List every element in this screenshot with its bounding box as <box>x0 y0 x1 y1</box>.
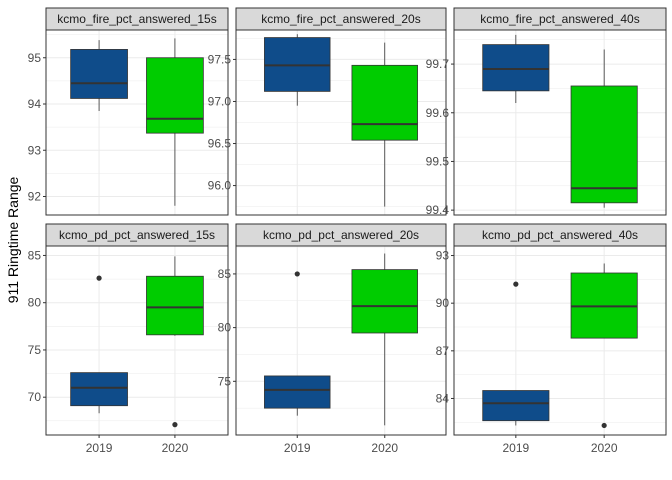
panel-border <box>453 29 667 216</box>
y-tick-label: 93 <box>28 143 42 157</box>
outlier-point <box>172 422 178 428</box>
box-iqr <box>146 275 204 336</box>
y-axis-title: 911 Ringtime Range <box>5 176 21 303</box>
box-iqr <box>70 49 128 99</box>
panel-border <box>453 245 667 436</box>
facet-panel: kcmo_pd_pct_answered_15s 70 75 80 85 2019 2020 <box>28 223 229 455</box>
boxplot-2020 <box>351 42 418 207</box>
x-tick-label: 2019 <box>284 441 311 455</box>
y-tick-label: 99.5 <box>426 154 450 168</box>
y-tick-label: 75 <box>28 343 42 357</box>
panel-border <box>235 245 447 436</box>
y-tick-label: 94 <box>28 97 42 111</box>
box-iqr <box>351 269 418 334</box>
panel-border <box>45 29 229 216</box>
facet-panel: kcmo_pd_pct_answered_40s 84 87 90 93 2019 2020 <box>436 223 667 455</box>
y-tick-label: 70 <box>28 390 42 404</box>
y-tick-label: 87 <box>436 344 450 358</box>
y-tick-label: 96.0 <box>208 179 232 193</box>
y-tick-label: 84 <box>436 391 450 405</box>
boxplot-2019 <box>264 271 331 416</box>
x-tick-label: 2020 <box>591 441 618 455</box>
y-tick-label: 96.5 <box>208 137 232 151</box>
y-tick-label: 99.6 <box>426 106 450 120</box>
outlier-point <box>513 281 519 287</box>
box-iqr <box>351 64 418 141</box>
facet-panel: kcmo_pd_pct_answered_20s 75 80 85 2019 2020 <box>218 223 447 455</box>
y-tick-label: 97.5 <box>208 52 232 66</box>
box-iqr <box>70 372 128 407</box>
facet-panel: kcmo_fire_pct_answered_40s 99.4 99.5 99.6 99… <box>426 7 667 217</box>
box-iqr <box>264 375 331 409</box>
y-tick-label: 97.0 <box>208 94 232 108</box>
y-tick-label: 99.7 <box>426 57 450 71</box>
y-tick-label: 99.4 <box>426 203 450 217</box>
boxplot-2019 <box>482 34 550 104</box>
x-tick-label: 2019 <box>502 441 529 455</box>
x-tick-label: 2020 <box>162 441 189 455</box>
facet-panel: kcmo_fire_pct_answered_20s 96.0 96.5 97.0 97… <box>208 7 447 216</box>
y-tick-label: 85 <box>28 248 42 262</box>
y-tick-label: 92 <box>28 190 42 204</box>
box-iqr <box>482 44 550 92</box>
x-tick-label: 2019 <box>86 441 113 455</box>
facet-panels: kcmo_fire_pct_answered_15s92939495kcmo_f… <box>28 7 667 455</box>
boxplot-2019 <box>264 34 331 106</box>
outlier-point <box>294 271 300 277</box>
boxplot-2019 <box>70 40 128 111</box>
facet-panel: kcmo_fire_pct_answered_15s 92 93 94 95 <box>28 7 229 216</box>
plot-background <box>46 246 228 435</box>
box-iqr <box>146 57 204 134</box>
facet-title: kcmo_fire_pct_answered_20s <box>261 12 420 26</box>
y-tick-label: 80 <box>28 296 42 310</box>
boxplot-2020 <box>146 38 204 206</box>
y-tick-label: 93 <box>436 249 450 263</box>
outlier-point <box>96 275 102 281</box>
panel-border <box>45 245 229 436</box>
facet-title: kcmo_fire_pct_answered_40s <box>480 12 639 26</box>
box-iqr <box>482 390 550 422</box>
y-tick-label: 95 <box>28 51 42 65</box>
boxplot-2020 <box>146 256 204 428</box>
boxplot-2019 <box>70 275 128 414</box>
facet-title: kcmo_pd_pct_answered_15s <box>59 228 215 242</box>
boxplot-2020 <box>351 253 418 426</box>
facet-title: kcmo_pd_pct_answered_20s <box>263 228 419 242</box>
facet-title: kcmo_pd_pct_answered_40s <box>482 228 638 242</box>
boxplot-2019 <box>482 281 550 426</box>
box-iqr <box>570 85 638 204</box>
y-tick-label: 90 <box>436 296 450 310</box>
y-tick-label: 80 <box>218 321 232 335</box>
x-tick-label: 2020 <box>371 441 398 455</box>
boxplot-2020 <box>570 49 638 208</box>
y-tick-label: 85 <box>218 267 232 281</box>
panel-border <box>235 29 447 216</box>
outlier-point <box>601 422 607 429</box>
y-tick-label: 75 <box>218 374 232 388</box>
boxplot-2020 <box>570 263 638 429</box>
facet-title: kcmo_fire_pct_answered_15s <box>57 12 216 26</box>
